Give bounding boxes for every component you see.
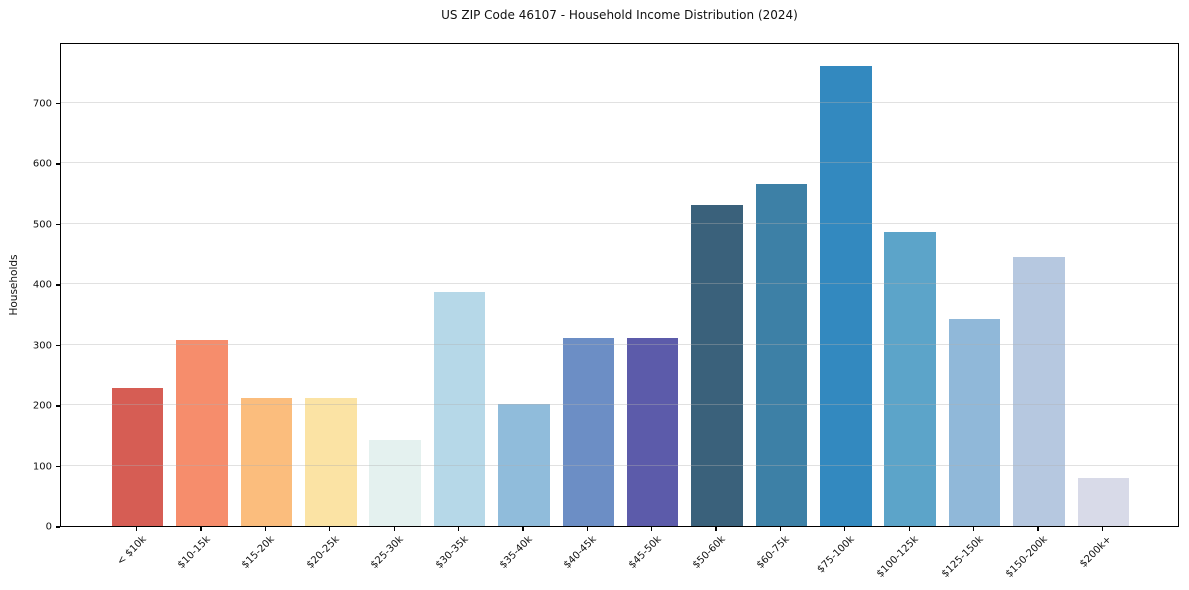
y-tick-label: 600 [32, 158, 52, 170]
y-tick-label: 0 [45, 521, 52, 533]
x-tick-label: $45-50k [626, 534, 664, 571]
x-tick-label: < $10k [114, 534, 149, 568]
y-tick-mark [56, 284, 60, 286]
x-tick-mark [779, 527, 782, 531]
x-tick-label: $200k+ [1078, 534, 1115, 570]
x-tick-mark [908, 527, 910, 531]
bar [626, 337, 679, 526]
bar [562, 337, 615, 526]
gridline [61, 222, 1178, 224]
x-tick-label: $100-125k [875, 534, 921, 580]
x-tick-label: $10-15k [175, 534, 213, 571]
gridline [61, 404, 1178, 405]
x-tick-mark [264, 527, 266, 531]
bar [884, 231, 936, 526]
bar [305, 397, 357, 526]
x-tick-label: $125-150k [939, 534, 986, 580]
bar [755, 184, 808, 526]
y-tick-label: 100 [32, 461, 52, 472]
x-tick-label: $60-75k [755, 534, 793, 571]
x-tick-mark [1037, 527, 1039, 531]
bar [498, 403, 550, 526]
bar [369, 440, 421, 526]
y-tick-label: 700 [32, 98, 52, 109]
x-tick-label: $25-30k [368, 534, 406, 571]
y-tick-mark [56, 465, 60, 468]
bar [433, 291, 486, 526]
x-tick-label: $40-45k [562, 534, 600, 571]
x-tick-label: $15-20k [240, 534, 278, 571]
y-tick-label: 400 [32, 279, 52, 291]
chart-title: US ZIP Code 46107 - Household Income Dis… [441, 8, 798, 22]
x-tick-label: $30-35k [433, 534, 471, 571]
x-tick-label: $20-25k [304, 534, 342, 571]
bar [948, 318, 1001, 526]
y-tick-label: 300 [32, 340, 52, 351]
y-tick-mark [56, 344, 60, 347]
y-tick-mark [56, 405, 60, 407]
y-tick-mark [56, 526, 60, 528]
x-tick-mark [457, 527, 460, 531]
x-tick-mark [393, 527, 395, 531]
bar [176, 340, 228, 526]
bar [111, 388, 164, 526]
x-tick-label: $75-100k [815, 534, 857, 576]
x-tick-mark [586, 527, 588, 531]
gridline [61, 101, 1178, 103]
x-tick-mark [329, 527, 331, 531]
x-tick-mark [200, 527, 202, 531]
x-tick-label: $50-60k [690, 534, 728, 571]
x-tick-mark [973, 527, 975, 531]
x-tick-label: $150-200k [1003, 534, 1050, 580]
y-tick-mark [56, 163, 60, 165]
bar [1077, 477, 1130, 526]
gridline [61, 464, 1178, 466]
bar [691, 204, 743, 526]
y-tick-mark [56, 223, 60, 226]
x-tick-mark [136, 527, 138, 531]
x-tick-mark [651, 527, 653, 531]
y-tick-label: 500 [32, 219, 52, 230]
x-tick-mark [715, 527, 717, 531]
bar [1013, 257, 1065, 526]
gridline [61, 283, 1178, 284]
bar [240, 397, 293, 526]
x-tick-mark [522, 527, 524, 531]
bar [820, 66, 872, 526]
gridline [61, 162, 1178, 163]
y-tick-label: 200 [32, 400, 52, 412]
y-tick-mark [56, 102, 60, 105]
plot-area [60, 43, 1179, 527]
x-tick-label: $35-40k [497, 534, 535, 571]
x-tick-mark [1101, 527, 1103, 531]
x-tick-mark [844, 527, 846, 531]
gridline [61, 343, 1178, 345]
